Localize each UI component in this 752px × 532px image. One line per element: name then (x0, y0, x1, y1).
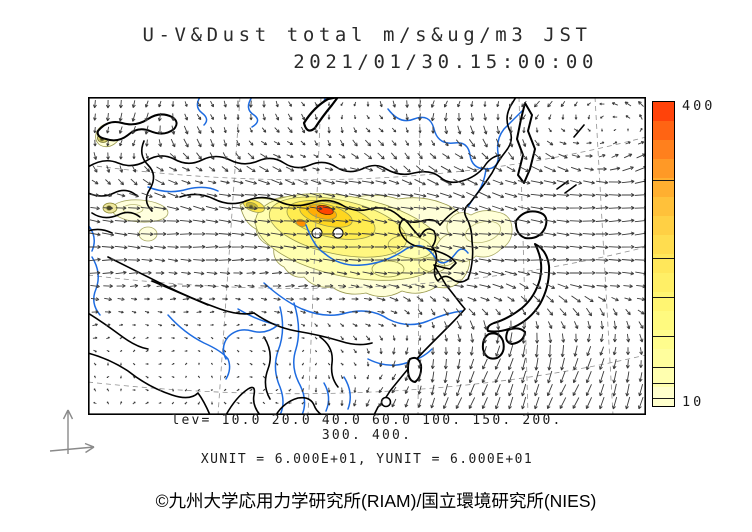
colorbar-step (653, 349, 674, 368)
coast-burma (225, 386, 261, 415)
colorbar (652, 101, 675, 407)
colorbar-level-line (653, 180, 674, 181)
map-frame (88, 97, 646, 415)
island-kuril (564, 184, 577, 194)
colorbar-step (653, 235, 674, 254)
river-siberia (247, 97, 259, 128)
contour-levels-label: lev= 10.0 20.0 40.0 60.0 100. 150. 200. (171, 413, 563, 428)
colorbar-step (653, 216, 674, 235)
credit-text: ©九州大学応用力学研究所(RIAM)/国立環境研究所(NIES) (155, 491, 597, 511)
river-tarim (147, 186, 219, 193)
river-xi (367, 348, 433, 366)
river-salween (274, 306, 284, 415)
colorbar-step (653, 140, 674, 159)
river-indus (91, 256, 101, 316)
river-siberia (196, 97, 208, 126)
colorbar-step (653, 273, 674, 292)
river-brahmaputra (222, 308, 280, 360)
island-hainan (380, 396, 392, 408)
lake-balkhash (96, 113, 178, 142)
colorbar-step (653, 178, 674, 197)
dust-crescent-contour (465, 220, 501, 244)
colorbar-step (653, 311, 674, 330)
colorbar-level-line (653, 383, 674, 384)
border-pamir (91, 211, 141, 219)
coast-india-bengal (88, 352, 211, 415)
graticule-meridian (307, 97, 322, 415)
island-hokkaido (514, 210, 548, 240)
river-se-asia (343, 376, 351, 410)
colorbar-step (653, 387, 674, 406)
border-himalaya (107, 256, 255, 315)
border-northeast (385, 154, 501, 184)
border-korea-china (439, 208, 459, 226)
chart-timestamp: 2021/01/30.15:00:00 (293, 51, 598, 73)
colorbar-step (653, 254, 674, 273)
island-taiwan (407, 356, 423, 383)
wind-arrows (89, 99, 646, 410)
x-unit-arrow-icon (49, 442, 95, 454)
colorbar-level-line (653, 336, 674, 337)
colorbar-step (653, 121, 674, 140)
dust-hole-contour (332, 227, 344, 239)
wind-vector-layer (89, 99, 646, 410)
colorbar-max-label: 400 (682, 98, 716, 114)
dust-pamir-blob (111, 199, 169, 223)
river-yellow (305, 224, 469, 266)
graticule-meridian (594, 97, 614, 415)
border-xinjiang-west (140, 140, 155, 212)
unit-vector-legend (49, 409, 95, 454)
graticule-parallel (88, 354, 646, 395)
colorbar-min-label: 10 (682, 394, 705, 410)
map-panel (88, 97, 646, 415)
colorbar-step (653, 330, 674, 349)
border-nepal (151, 280, 209, 306)
map-svg (88, 97, 646, 415)
axis-units-label: XUNIT = 6.000E+01, YUNIT = 6.000E+01 (200, 452, 534, 467)
colorbar-step (653, 102, 674, 121)
colorbar-step (653, 368, 674, 387)
border-china-south (253, 312, 373, 346)
island-honshu (486, 243, 551, 333)
colorbar-level-line (653, 367, 674, 368)
river-mekong (293, 302, 306, 415)
colorbar-step (653, 159, 674, 178)
colorbar-level-line (653, 398, 674, 399)
graticule-meridian (217, 97, 241, 415)
river-yangtze (263, 282, 463, 326)
dust-contour-layer (122, 204, 501, 278)
colorbar-step (653, 197, 674, 216)
colorbar-level-line (653, 258, 674, 259)
graticule-parallel (88, 136, 646, 181)
river-layer (88, 97, 523, 415)
border-pamir (88, 228, 113, 234)
graticule-parallel (88, 246, 646, 289)
colorbar-level-line (653, 297, 674, 298)
chart-title: U-V&Dust total m/s&ug/m3 JST (142, 24, 592, 46)
island-sakhalin (516, 102, 536, 184)
river-ganges (167, 314, 231, 380)
coast-layer (88, 97, 585, 415)
graticule-meridian (518, 97, 529, 415)
dust-korea-crescent (433, 210, 513, 267)
border-indochina (319, 336, 339, 388)
border-india-interior (88, 312, 149, 350)
contour-levels-label-2: 300. 400. (321, 428, 413, 443)
river-se-asia (323, 382, 330, 412)
border-indochina (263, 336, 272, 400)
coast-mainland (373, 97, 517, 415)
dust-tail-contour (371, 260, 405, 278)
y-unit-arrow-icon (62, 409, 74, 454)
island-kuril (573, 124, 585, 138)
coast-thailand (275, 396, 323, 415)
island-kyushu (481, 332, 505, 360)
colorbar-step (653, 292, 674, 311)
lake-baikal (302, 97, 340, 132)
